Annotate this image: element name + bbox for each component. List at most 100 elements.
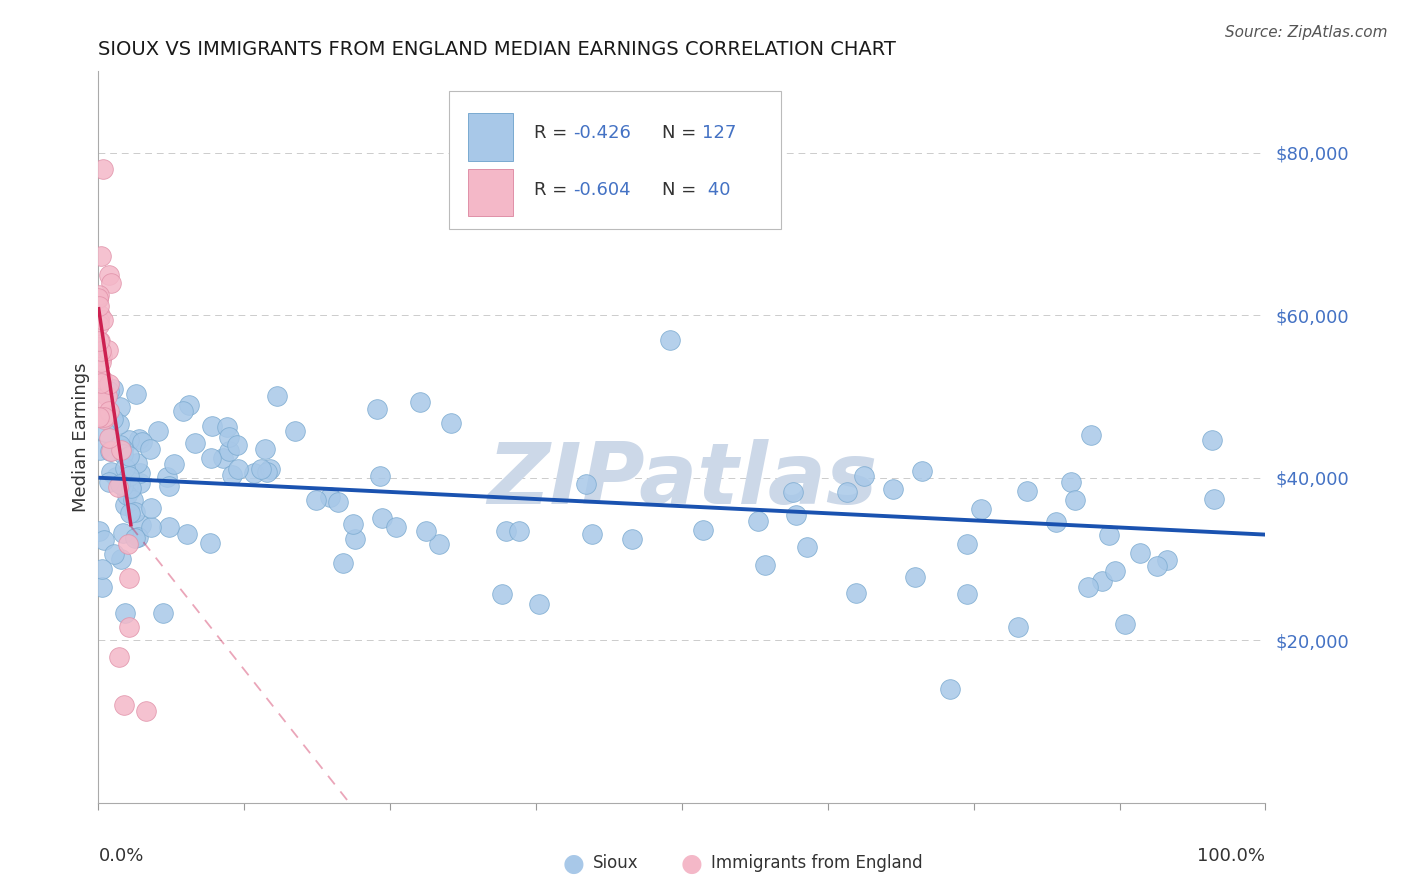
Point [904,569,927,583]
Point [1063,493,1085,508]
Point [305,493,328,508]
Point [122,492,145,507]
Text: 40: 40 [702,181,730,199]
Point [939,681,962,696]
Point [692,523,714,537]
Point [108,417,131,432]
Point [326,495,349,509]
Point [226,438,249,452]
Point [129,467,152,481]
Point [110,442,132,457]
Point [100,276,122,290]
Point [1204,492,1226,507]
Point [152,607,174,621]
Text: ZIPatlas: ZIPatlas [486,440,877,523]
Point [91,313,114,327]
Point [970,502,993,516]
Point [108,438,131,452]
Point [105,470,128,484]
Text: Sioux: Sioux [593,855,638,872]
Point [882,482,904,496]
Bar [468,169,513,216]
Point [1146,558,1168,573]
Point [118,620,141,634]
Point [111,525,134,540]
Point [200,451,222,466]
Point [120,481,142,495]
Point [177,398,200,412]
Point [221,468,243,483]
Point [253,442,276,456]
Point [319,491,342,505]
Point [112,698,135,713]
Point [141,500,163,515]
Point [845,586,868,600]
Point [89,334,111,348]
Point [508,524,530,538]
Text: R =: R = [534,181,572,199]
Point [427,537,450,551]
Point [911,464,934,478]
Point [108,476,131,491]
Point [1114,617,1136,632]
Point [796,541,818,555]
Point [108,400,131,414]
Point [176,526,198,541]
Point [135,704,157,718]
Point [91,372,114,386]
Point [366,401,388,416]
Point [284,424,307,438]
Point [91,161,114,176]
Point [87,334,110,349]
Point [747,514,769,528]
Point [87,410,110,425]
Y-axis label: Median Earnings: Median Earnings [72,362,90,512]
Point [101,412,124,426]
Point [87,292,110,306]
Point [90,562,112,576]
Point [129,518,152,533]
Point [172,404,194,418]
Point [184,435,207,450]
Point [385,519,408,533]
Point [1129,546,1152,560]
Point [98,444,121,458]
Point [118,433,141,447]
Point [332,556,354,570]
Point [87,339,110,353]
Point [495,524,517,539]
Point [100,443,122,458]
Point [90,376,112,391]
Point [754,558,776,572]
Point [131,435,153,450]
Point [112,442,135,456]
Point [114,499,136,513]
Point [87,291,110,305]
Point [415,524,437,538]
Point [124,386,146,401]
Point [368,469,391,483]
Point [200,535,222,549]
Point [98,431,121,445]
Text: Source: ZipAtlas.com: Source: ZipAtlas.com [1225,25,1388,40]
Point [1104,564,1126,578]
Point [1076,580,1098,594]
Point [90,249,112,263]
Point [98,384,121,399]
Point [342,516,364,531]
Point [103,547,125,561]
Point [259,461,281,475]
Point [93,409,115,424]
Text: ●: ● [562,852,585,875]
Text: Immigrants from England: Immigrants from England [711,855,924,872]
Point [1060,475,1083,489]
Point [1201,433,1223,447]
Text: 127: 127 [702,124,737,142]
Point [93,533,115,547]
Point [97,268,120,282]
Point [87,299,110,313]
Point [218,443,240,458]
Point [89,288,111,302]
Point [157,520,180,534]
Point [956,537,979,551]
